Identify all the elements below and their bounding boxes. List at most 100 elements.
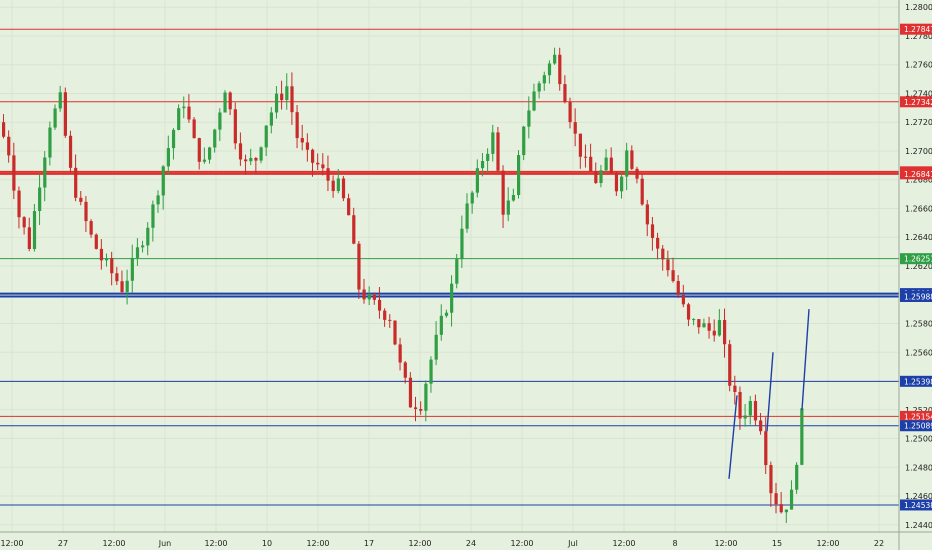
- candle: [238, 132, 243, 166]
- time-tick-label: 10: [262, 539, 272, 548]
- candle-body: [625, 150, 629, 177]
- candle-body: [408, 377, 413, 408]
- candle-body: [182, 106, 186, 109]
- candle: [22, 216, 26, 235]
- candle: [357, 241, 361, 299]
- candle-body: [238, 143, 243, 160]
- candle: [717, 309, 722, 337]
- candle-body: [43, 157, 47, 188]
- price-tag-label: 1.27847: [904, 25, 932, 34]
- candle-body: [362, 289, 366, 300]
- candle-body: [125, 280, 129, 293]
- price-tag-label: 1.25988: [904, 292, 932, 301]
- candle-body: [233, 109, 237, 144]
- price-tick-label: 1.25200: [905, 406, 932, 415]
- candle-body: [249, 158, 253, 162]
- candle: [316, 153, 320, 171]
- candle: [249, 148, 253, 166]
- candle: [650, 216, 655, 251]
- candle-body: [753, 401, 758, 421]
- price-tick-label: 1.25800: [905, 320, 932, 329]
- candle-body: [305, 142, 310, 150]
- candle-body: [444, 312, 449, 316]
- candle-body: [527, 110, 531, 127]
- projection-lines[interactable]: [728, 309, 810, 479]
- candle-body: [110, 258, 114, 274]
- price-tick-label: 1.25000: [905, 435, 932, 444]
- candle: [254, 156, 258, 174]
- candle: [444, 309, 449, 318]
- projection-line-3[interactable]: [801, 309, 810, 410]
- candle: [630, 145, 634, 171]
- candle: [192, 117, 196, 139]
- candle: [527, 96, 531, 139]
- price-tag-1.24538: 1.24538: [900, 499, 932, 511]
- candle-body: [290, 86, 294, 113]
- time-tick-label: 27: [58, 539, 68, 548]
- price-tick-label: 1.27400: [905, 89, 932, 98]
- candle: [599, 164, 603, 188]
- candle: [311, 148, 315, 177]
- candle: [573, 108, 577, 147]
- candle: [336, 168, 340, 194]
- candle-body: [161, 166, 165, 196]
- candle-body: [89, 221, 93, 235]
- candle: [769, 461, 773, 507]
- price-tick-label: 1.26600: [905, 204, 932, 213]
- candle: [228, 91, 232, 116]
- candle: [671, 257, 675, 283]
- candle-body: [558, 54, 562, 85]
- candle: [94, 233, 98, 250]
- candle: [367, 286, 371, 306]
- price-tag-label: 1.25089: [904, 422, 932, 431]
- candle-body: [383, 310, 387, 320]
- candle: [141, 240, 145, 253]
- horizontal-levels[interactable]: [0, 28, 899, 506]
- candle: [594, 162, 598, 184]
- candle-body: [244, 159, 248, 162]
- candle: [609, 147, 613, 174]
- time-tick-label: 24: [466, 539, 476, 548]
- candle: [197, 137, 201, 170]
- candle-body: [331, 180, 335, 192]
- candle-body: [295, 112, 299, 139]
- candle: [347, 193, 351, 216]
- price-tag-1.25089: 1.25089: [900, 420, 932, 432]
- candle-body: [352, 215, 356, 244]
- candle: [779, 492, 783, 514]
- candle-body: [53, 108, 57, 128]
- projection-line-2[interactable]: [766, 352, 774, 432]
- candle: [63, 87, 67, 138]
- candle: [666, 250, 670, 277]
- candle-body: [656, 237, 660, 249]
- candle-body: [532, 91, 536, 111]
- candle: [305, 133, 310, 162]
- candle-body: [589, 156, 593, 172]
- candle: [645, 199, 649, 237]
- price-tag-label: 1.26841: [904, 170, 932, 179]
- candle: [465, 193, 469, 233]
- candle-body: [192, 119, 196, 139]
- time-axis[interactable]: 12:00 27 12:00 Jun 12:00 10 12:00 17 12:00 24 12:0…: [0, 539, 884, 548]
- candle: [362, 278, 366, 304]
- candle-body: [599, 170, 603, 184]
- projection-line-1[interactable]: [728, 395, 738, 479]
- candle: [352, 207, 356, 245]
- candle: [486, 148, 490, 173]
- candle-body: [784, 509, 788, 513]
- candle: [743, 404, 747, 427]
- candle: [213, 128, 217, 153]
- candle-body: [568, 102, 572, 123]
- candle-body: [367, 294, 371, 300]
- candle: [326, 155, 330, 192]
- candle: [151, 200, 155, 242]
- candle-body: [764, 431, 768, 466]
- candle-body: [573, 122, 577, 134]
- candle-body: [372, 294, 376, 300]
- time-tick-label: Jun: [158, 539, 172, 548]
- candle: [110, 251, 114, 286]
- candle-body: [341, 178, 346, 199]
- candle-body: [759, 420, 763, 432]
